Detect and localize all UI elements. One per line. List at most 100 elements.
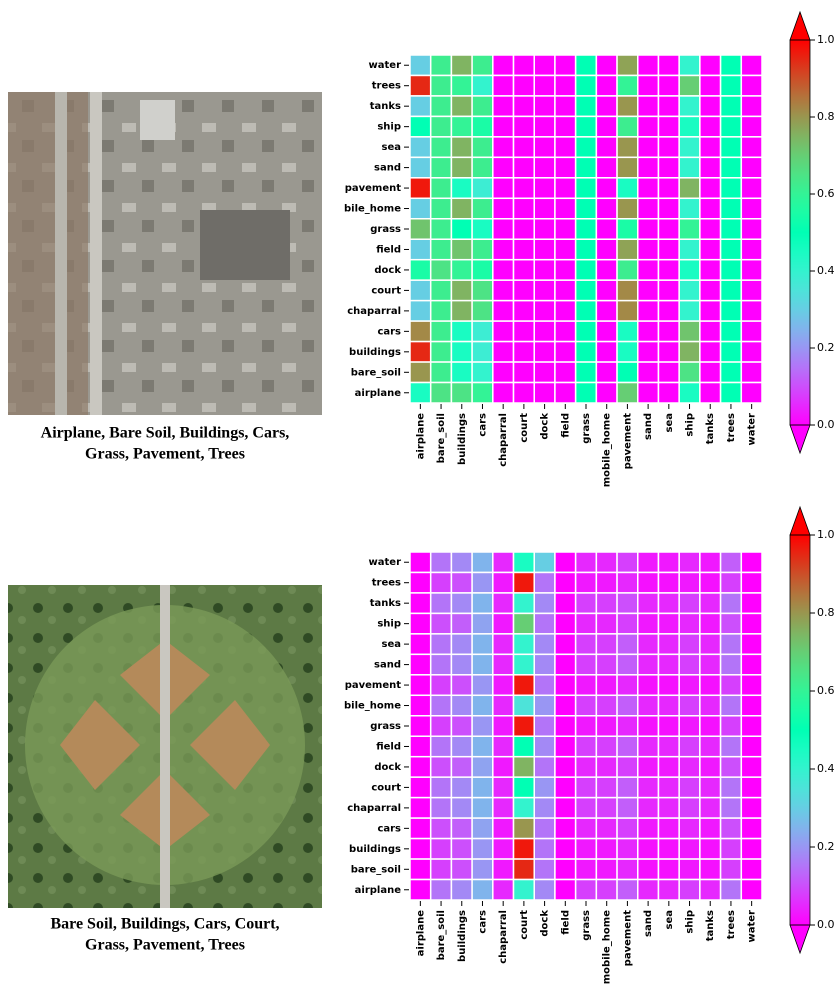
heatmap-cell — [555, 716, 576, 736]
heatmap-cell — [700, 342, 721, 362]
heatmap-cell — [576, 342, 597, 362]
heatmap-cell — [555, 137, 576, 157]
heatmap-cell — [576, 260, 597, 280]
heatmap-cell — [431, 613, 452, 633]
heatmap-cell — [741, 75, 762, 95]
heatmap-cell — [638, 137, 659, 157]
heatmap-cell — [741, 593, 762, 613]
heatmap-cell — [596, 654, 617, 674]
heatmap-cell — [658, 362, 679, 382]
heatmap-cell — [638, 157, 659, 177]
heatmap-cell — [617, 880, 638, 900]
heatmap-cell — [638, 280, 659, 300]
heatmap-cell — [555, 157, 576, 177]
body: watertreestanksshipseasandpavementbile_h… — [0, 0, 838, 990]
heatmap-cell — [658, 301, 679, 321]
heatmap-cell — [493, 695, 514, 715]
heatmap-cell — [534, 859, 555, 879]
heatmap-cell — [741, 613, 762, 633]
heatmap-cell — [534, 695, 555, 715]
heatmap-cell — [410, 383, 431, 403]
x-tick-label: bare_soil — [436, 413, 447, 463]
heatmap-cell — [679, 593, 700, 613]
heatmap-cell — [514, 634, 535, 654]
heatmap-cell — [576, 219, 597, 239]
heatmap-cell — [596, 116, 617, 136]
heatmap-cell — [493, 757, 514, 777]
heatmap-cell — [596, 260, 617, 280]
heatmap-cell — [596, 777, 617, 797]
heatmap-cell — [534, 654, 555, 674]
heatmap-cell — [721, 654, 742, 674]
heatmap-cell — [534, 552, 555, 572]
heatmap-cell — [431, 777, 452, 797]
heatmap-cell — [576, 321, 597, 341]
colorbar-tick-label: 0.6 — [817, 684, 835, 697]
heatmap-cell — [741, 572, 762, 592]
y-tick-label: grass — [370, 721, 401, 732]
heatmap-cell — [576, 178, 597, 198]
heatmap-cell — [431, 198, 452, 218]
heatmap-cell — [410, 634, 431, 654]
heatmap-cell — [451, 736, 472, 756]
heatmap-cell — [617, 654, 638, 674]
heatmap-cell — [410, 654, 431, 674]
heatmap-cell — [617, 572, 638, 592]
heatmap-cell — [576, 280, 597, 300]
heatmap-cell — [451, 260, 472, 280]
heatmap-cell — [410, 839, 431, 859]
heatmap-cell — [410, 96, 431, 116]
heatmap-cell — [721, 716, 742, 736]
heatmap-cell — [638, 716, 659, 736]
heatmap-cell — [721, 280, 742, 300]
colorbar-tick-label: 0.0 — [817, 418, 835, 431]
heatmap-cell — [472, 342, 493, 362]
heatmap-cell — [658, 239, 679, 259]
heatmap-cell — [472, 178, 493, 198]
heatmap-cell — [576, 757, 597, 777]
x-tick-label: cars — [477, 910, 488, 934]
heatmap-cell — [431, 383, 452, 403]
heatmap-cell — [410, 280, 431, 300]
heatmap-cell — [472, 777, 493, 797]
heatmap-cell — [617, 55, 638, 75]
heatmap-cell — [514, 137, 535, 157]
heatmap-cell — [534, 96, 555, 116]
x-tick-label: sand — [643, 413, 654, 440]
heatmap-cell — [576, 818, 597, 838]
heatmap-cell — [617, 342, 638, 362]
y-tick-label: sea — [382, 142, 401, 153]
heatmap-cell — [679, 839, 700, 859]
heatmap-cell — [700, 157, 721, 177]
heatmap-cell — [514, 96, 535, 116]
heatmap-cell — [534, 178, 555, 198]
heatmap-cell — [410, 675, 431, 695]
heatmap-cell — [741, 178, 762, 198]
heatmap-cell — [617, 634, 638, 654]
heatmap-cell — [534, 383, 555, 403]
heatmap-cell — [410, 859, 431, 879]
heatmap-cell — [700, 613, 721, 633]
colorbar-tick-label: 0.4 — [817, 264, 835, 277]
heatmap-cell — [451, 839, 472, 859]
heatmap-cell — [596, 859, 617, 879]
heatmap-cell — [658, 178, 679, 198]
heatmap-cell — [514, 239, 535, 259]
heatmap-cell — [410, 572, 431, 592]
heatmap-cell — [617, 675, 638, 695]
heatmap-cell — [576, 593, 597, 613]
heatmap-cell — [493, 342, 514, 362]
heatmap-cell — [721, 880, 742, 900]
y-tick-label: field — [376, 244, 401, 255]
heatmap-cell — [596, 572, 617, 592]
heatmap-cell — [658, 552, 679, 572]
y-tick-label: sea — [382, 639, 401, 650]
heatmap-cell — [638, 219, 659, 239]
heatmap-cell — [534, 675, 555, 695]
heatmap-cell — [596, 280, 617, 300]
heatmap-cell — [534, 716, 555, 736]
heatmap-cell — [534, 116, 555, 136]
heatmap-cell — [638, 301, 659, 321]
y-tick-label: pavement — [345, 680, 402, 691]
colorbar — [790, 40, 810, 425]
